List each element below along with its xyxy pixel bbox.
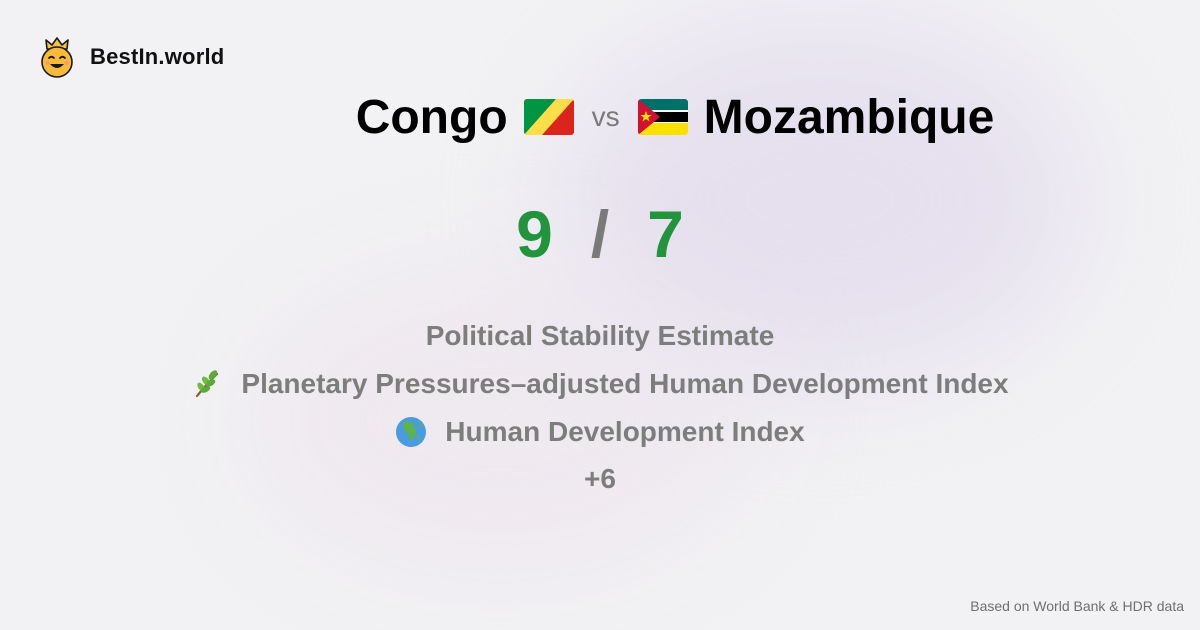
metric-label: Planetary Pressures–adjusted Human Devel… (241, 368, 1009, 399)
mozambique-flag-icon (637, 99, 688, 135)
comparison-title: Congo vs Mozambique (0, 86, 1200, 148)
metric-item[interactable]: Human Development Index (395, 408, 805, 456)
leaf-branch-icon (196, 370, 219, 398)
right-score: 7 (647, 197, 684, 271)
metric-item[interactable]: Planetary Pressures–adjusted Human Devel… (191, 360, 1009, 408)
metrics-list: Political Stability Estimate Planetary P… (0, 312, 1200, 502)
brand[interactable]: BestIn.world (38, 36, 224, 78)
metric-label: Political Stability Estimate (425, 320, 775, 351)
data-source-note: Based on World Bank & HDR data (970, 598, 1184, 614)
left-country-name[interactable]: Congo (355, 90, 508, 144)
brand-name: BestIn.world (90, 44, 225, 69)
score-separator: / (590, 197, 610, 271)
score-row: 9 / 7 (0, 196, 1200, 272)
vs-label: vs (591, 101, 620, 132)
right-country-name[interactable]: Mozambique (703, 90, 995, 144)
congo-flag-icon (523, 99, 574, 135)
globe-africa-icon (396, 417, 427, 447)
metric-item[interactable]: Political Stability Estimate (426, 312, 775, 360)
crown-smiley-icon (41, 37, 73, 78)
more-metrics-link[interactable]: +6 (584, 463, 616, 494)
left-score: 9 (516, 197, 553, 271)
metric-label: Human Development Index (445, 416, 805, 447)
